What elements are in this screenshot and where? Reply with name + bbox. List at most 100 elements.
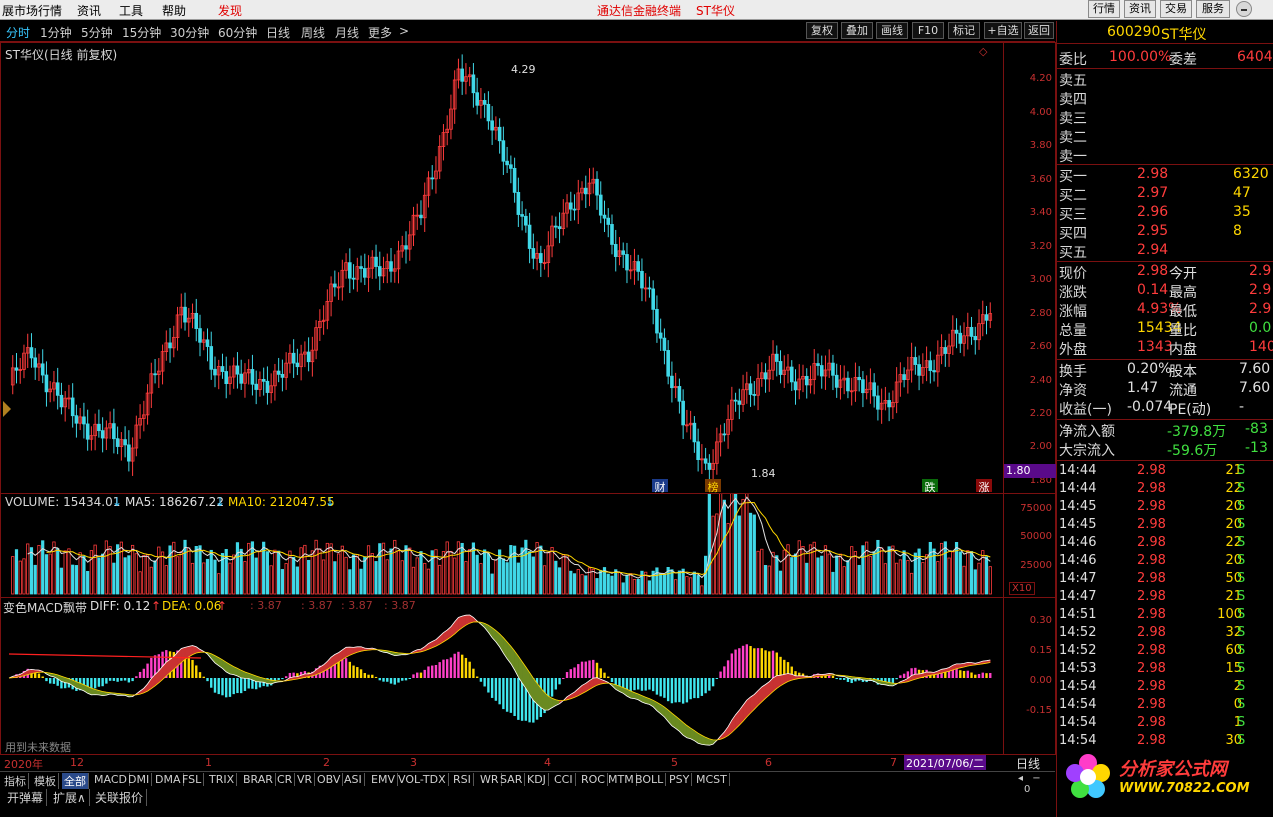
period-tab-30min[interactable]: 30分钟 [170, 26, 210, 40]
indicator-tab[interactable]: MTM [606, 773, 637, 786]
indicator-tab[interactable]: WR [478, 773, 502, 786]
macd-bar [228, 678, 232, 697]
volume-bar [172, 541, 176, 595]
overlay-button[interactable]: 叠加 [841, 22, 873, 39]
candle-body [688, 422, 693, 426]
macd-tick: 0.30 [1029, 615, 1052, 626]
indicator-tab[interactable]: 模板 [32, 773, 59, 789]
adjust-button[interactable]: 复权 [806, 22, 838, 39]
event-finance-badge[interactable]: 财 [652, 479, 668, 494]
indicator-tab[interactable]: KDJ [525, 773, 549, 786]
candle-body [509, 164, 513, 169]
indicator-tab[interactable]: CCI [552, 773, 576, 786]
diamond-icon[interactable]: ◇ [979, 45, 988, 58]
macd-bar [60, 678, 63, 689]
indicator-tab[interactable]: RSI [451, 773, 474, 786]
chevron-right-icon[interactable]: > [399, 24, 410, 38]
indicator-tab[interactable]: BOLL [633, 773, 667, 786]
macd-bar [464, 657, 468, 678]
period-tab-week[interactable]: 周线 [301, 26, 326, 40]
indicator-tab[interactable]: EMV [369, 773, 398, 786]
menu-news[interactable]: 资讯 [77, 4, 102, 18]
left-arrow-icon[interactable]: ◂ [1018, 773, 1024, 784]
bid-row: 买三 2.96 35 [1057, 204, 1272, 223]
expand-button[interactable]: 扩展∧ [50, 789, 90, 806]
indicator-tab[interactable]: BRAR [241, 773, 276, 786]
indicator-tab[interactable]: TRIX [207, 773, 238, 786]
event-down-badge[interactable]: 跌 [922, 479, 938, 494]
trade-button[interactable]: 交易 [1160, 0, 1192, 18]
period-tab-5min[interactable]: 5分钟 [81, 26, 113, 40]
volume-bar [82, 555, 86, 595]
candle-body [325, 301, 330, 321]
macd-bar [356, 667, 359, 678]
menu-discover[interactable]: 发现 [218, 4, 243, 18]
f10-button[interactable]: F10 [912, 22, 944, 39]
macd-bar [554, 678, 558, 690]
volume-bar [602, 567, 607, 595]
danmaku-button[interactable]: 开弹幕 [4, 789, 48, 806]
kline-panel[interactable]: ST华仪(日线 前复权) ◇ 4.20 4.00 3.80 3.60 3.40 … [0, 42, 1056, 494]
menu-help[interactable]: 帮助 [162, 4, 187, 18]
indicator-tab[interactable]: SAR [498, 773, 526, 786]
indicator-tab[interactable]: VOL-TDX [396, 773, 449, 786]
indicator-tab[interactable]: ASI [342, 773, 365, 786]
candle-body [265, 380, 270, 393]
zero-icon[interactable]: 0 [1024, 784, 1031, 795]
left-scroll-icon[interactable] [3, 401, 11, 417]
indicator-tab[interactable]: 全部 [62, 773, 89, 789]
service-button[interactable]: 服务 [1196, 0, 1230, 18]
indicator-tab[interactable]: FSL [180, 773, 205, 786]
ask-label: 卖五 [1059, 73, 1087, 89]
indicator-tab[interactable]: DMA [153, 773, 184, 786]
volume-bar [468, 549, 472, 595]
macd-panel[interactable]: 变色MACD飘带 DIFF: 0.12 ↑ DEA: 0.06 ↑ : 3.87… [0, 597, 1056, 755]
indicator-tab[interactable]: OBV [315, 773, 344, 786]
minimize-icon[interactable] [1236, 1, 1252, 17]
scrollbar[interactable] [1263, 21, 1273, 761]
period-tab-intraday[interactable]: 分时 [6, 26, 31, 40]
related-quote-button[interactable]: 关联报价 [92, 789, 148, 806]
menu-market[interactable]: 展市场行情 [2, 4, 63, 18]
dea-line [8, 621, 991, 741]
candle-body [445, 128, 449, 133]
scroll-arrows[interactable]: ◂ − 0 [1018, 773, 1056, 795]
candle-body [22, 352, 26, 370]
indicator-tab[interactable]: DMI [126, 773, 153, 786]
dea-label: DEA: 0.06 [162, 599, 222, 613]
period-tab-1min[interactable]: 1分钟 [40, 26, 72, 40]
indicator-tab[interactable]: MCST [694, 773, 730, 786]
minus-icon[interactable]: − [1032, 773, 1041, 784]
indicator-tab[interactable]: 指标 [2, 773, 29, 789]
period-tab-month[interactable]: 月线 [335, 26, 360, 40]
news-button[interactable]: 资讯 [1124, 0, 1156, 18]
volume-panel[interactable]: VOLUME: 15434.01 ↓ MA5: 186267.22 ↓ MA10… [0, 493, 1056, 598]
period-tab-15min[interactable]: 15分钟 [122, 26, 162, 40]
candle-body [10, 367, 15, 386]
indicator-tab[interactable]: PSY [667, 773, 693, 786]
volume-bar [456, 541, 461, 595]
add-watchlist-button[interactable]: +自选 [984, 22, 1022, 39]
volume-bar [865, 541, 869, 595]
macd-bar [434, 664, 438, 678]
volume-bar [835, 555, 839, 595]
event-rank-badge[interactable]: 榜 [705, 479, 721, 494]
menu-tools[interactable]: 工具 [119, 4, 144, 18]
quote-button[interactable]: 行情 [1088, 0, 1120, 18]
indicator-tab[interactable]: CR [275, 773, 296, 786]
event-up-badge[interactable]: 涨 [976, 479, 992, 494]
indicator-tab[interactable]: VR [295, 773, 316, 786]
volume-bar [93, 544, 97, 595]
period-tab-day[interactable]: 日线 [266, 26, 291, 40]
mark-button[interactable]: 标记 [948, 22, 980, 39]
macd-title[interactable]: 变色MACD飘带 [3, 601, 87, 615]
period-tab-more[interactable]: 更多 [368, 26, 393, 40]
draw-button[interactable]: 画线 [876, 22, 908, 39]
period-indicator[interactable]: 日线 [1016, 757, 1041, 771]
indicator-tab[interactable]: MACD [92, 773, 130, 786]
indicator-tab[interactable]: ROC [579, 773, 608, 786]
period-tab-60min[interactable]: 60分钟 [218, 26, 258, 40]
candle-body [804, 375, 809, 386]
macd-extra: : 3.87 [384, 599, 416, 612]
back-button[interactable]: 返回 [1024, 22, 1054, 39]
